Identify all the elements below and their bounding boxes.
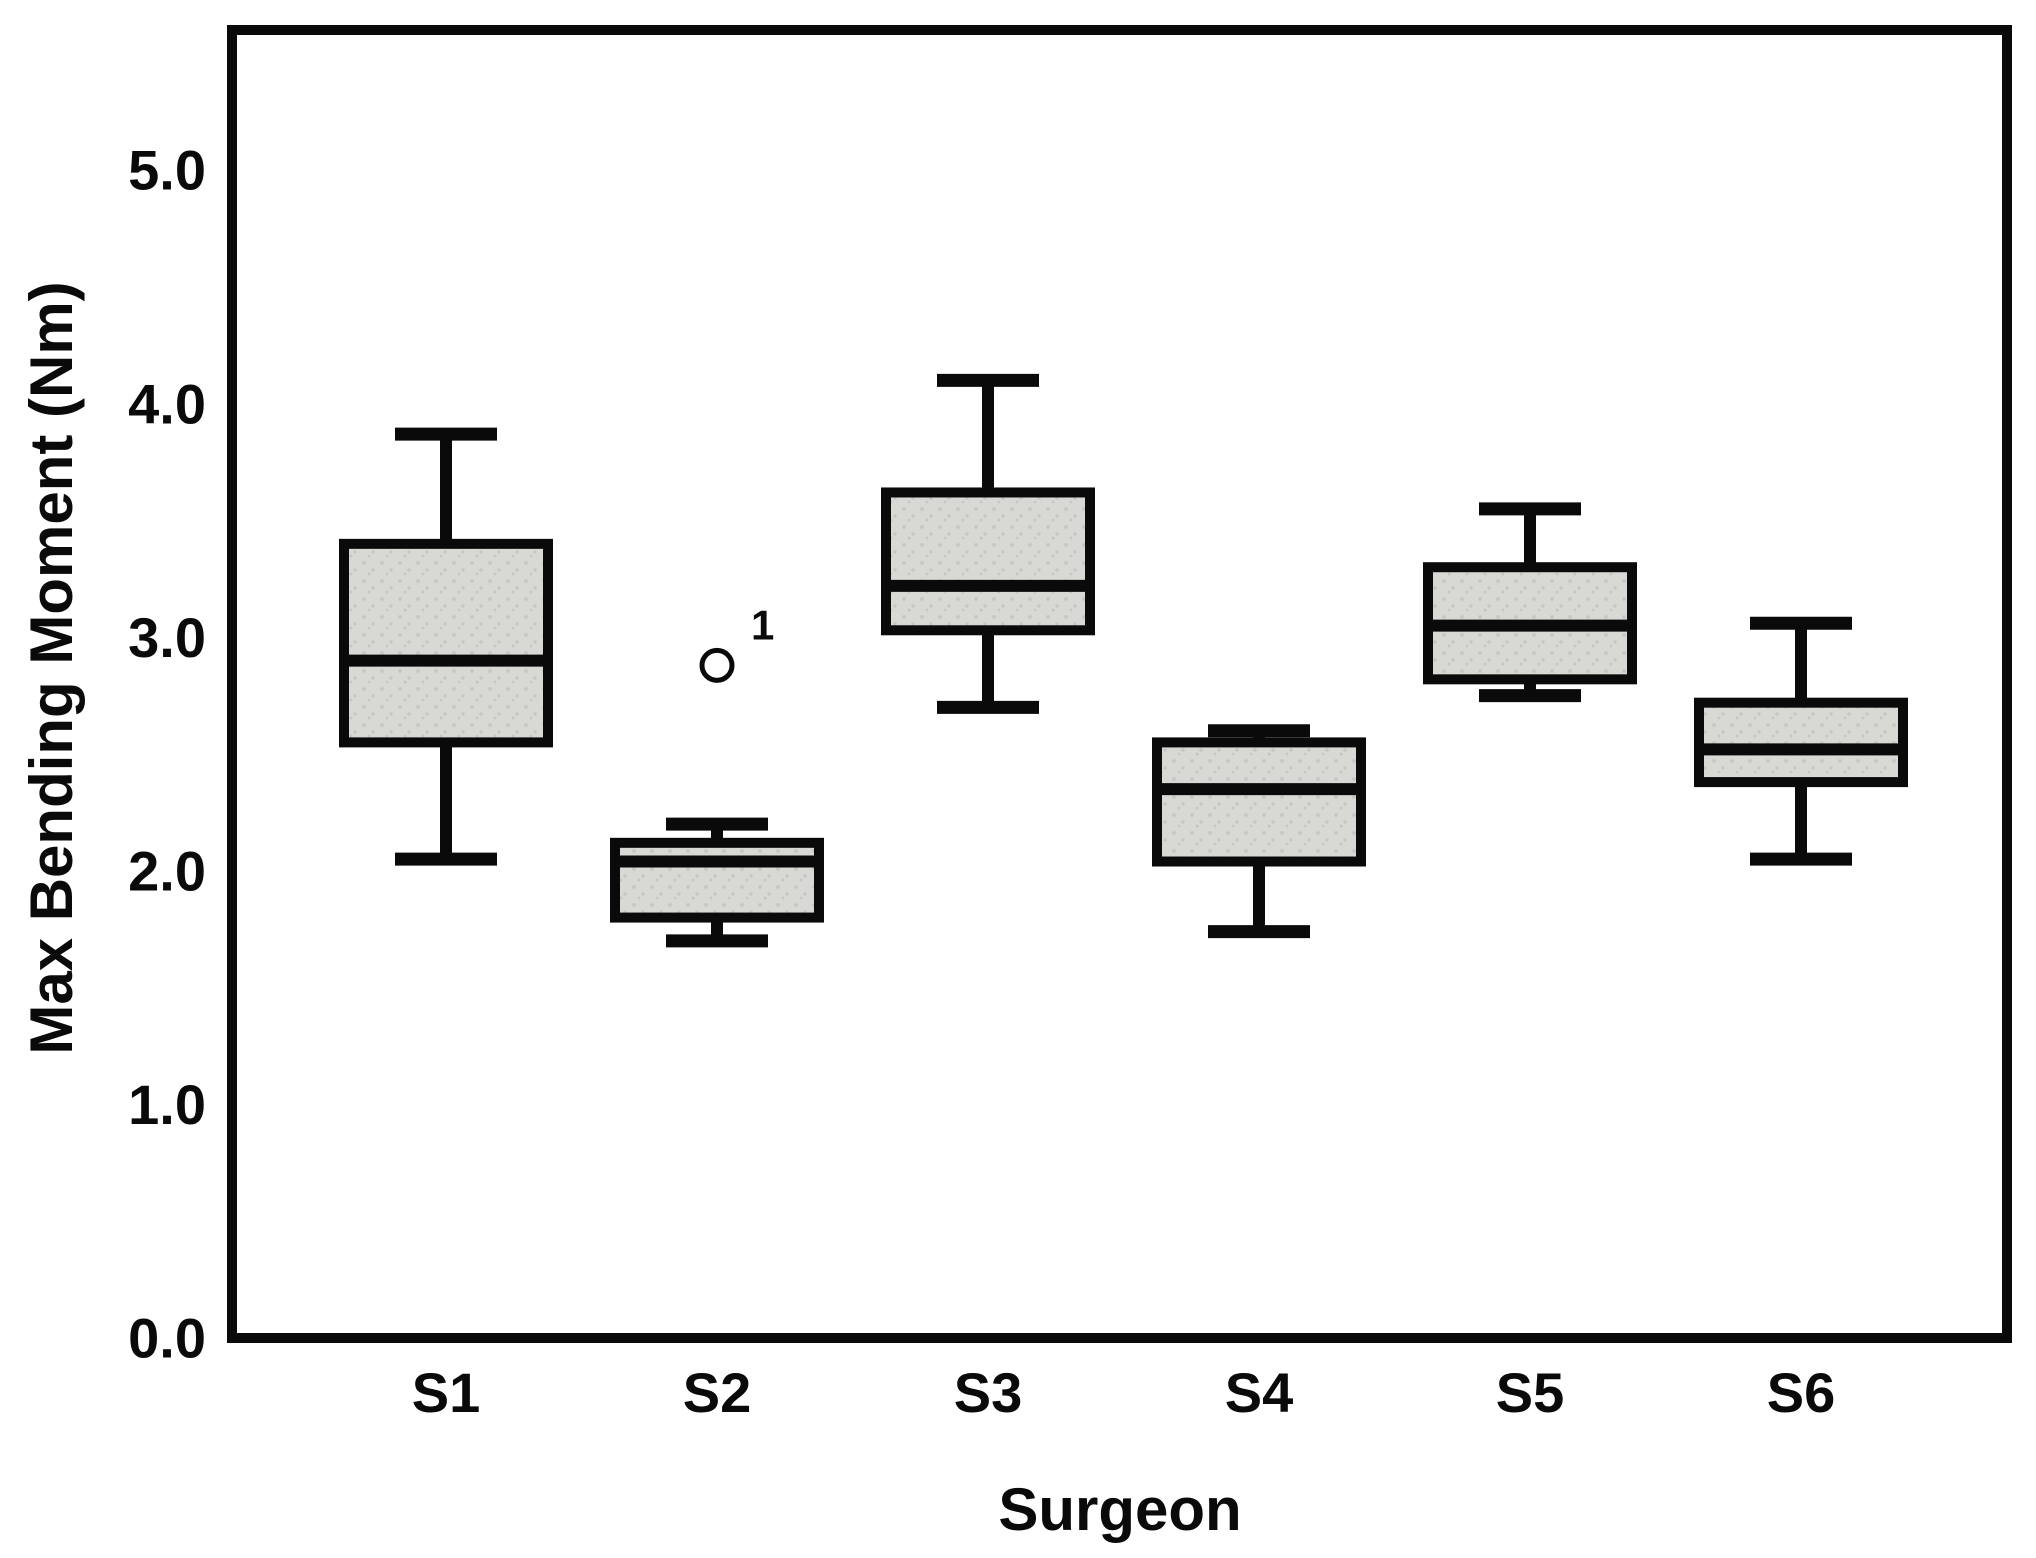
box-group-s1 [339, 427, 553, 866]
y-tick-label: 1.0 [128, 1073, 206, 1136]
box-group-s6 [1694, 616, 1908, 866]
outlier-label: 1 [751, 601, 774, 648]
x-tick-label: S4 [1225, 1361, 1294, 1424]
y-tick-label: 2.0 [128, 839, 206, 902]
box-group-s4 [1152, 724, 1366, 939]
iqr-box [1694, 697, 1908, 788]
iqr-box [1152, 737, 1366, 867]
y-tick-label: 3.0 [128, 606, 206, 669]
y-tick-label: 4.0 [128, 372, 206, 435]
box-group-s3 [881, 373, 1095, 714]
outlier-point [699, 647, 735, 683]
box-group-s2: 1 [610, 601, 824, 948]
iqr-box [339, 538, 553, 748]
box-group-s5 [1423, 502, 1637, 703]
y-axis-title: Max Bending Moment (Nm) [18, 281, 85, 1054]
x-tick-label: S1 [412, 1361, 481, 1424]
y-tick-label: 5.0 [128, 139, 206, 202]
iqr-box [610, 837, 824, 923]
x-tick-label: S6 [1767, 1361, 1836, 1424]
x-tick-label: S5 [1496, 1361, 1565, 1424]
y-tick-label: 0.0 [128, 1307, 206, 1370]
x-tick-label: S3 [954, 1361, 1023, 1424]
x-tick-label: S2 [683, 1361, 752, 1424]
iqr-box [881, 487, 1095, 636]
x-axis-title: Surgeon [998, 1476, 1241, 1543]
